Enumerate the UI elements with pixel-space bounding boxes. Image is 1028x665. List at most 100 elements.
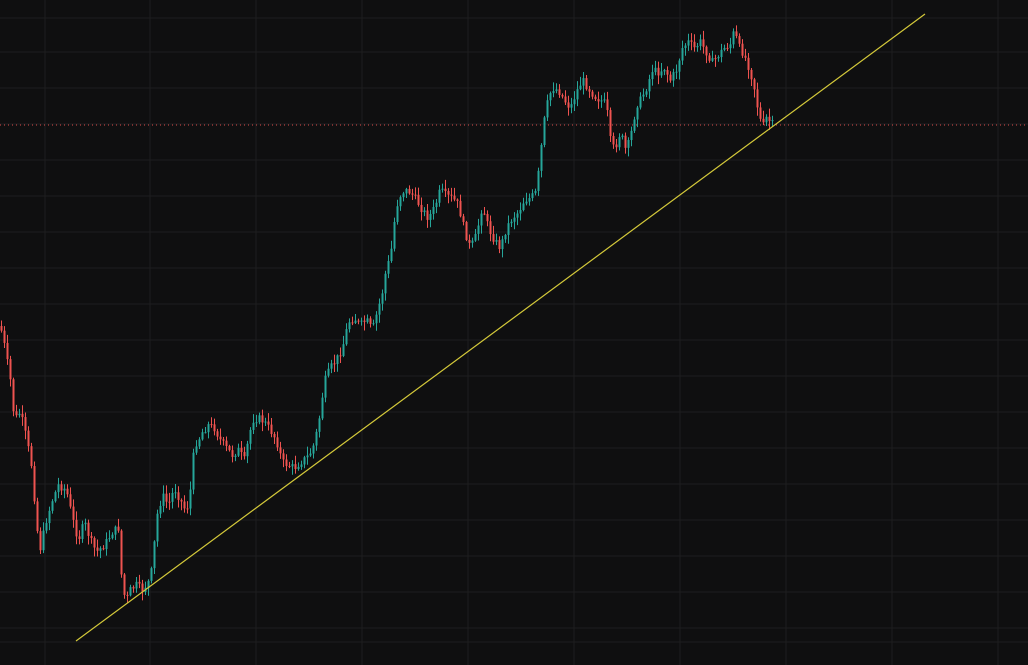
- candle: [48, 506, 51, 531]
- candle: [639, 92, 642, 110]
- candle-body: [18, 413, 21, 416]
- candle-body: [756, 89, 759, 108]
- candle: [573, 91, 576, 111]
- candle: [24, 412, 27, 440]
- candle-body: [729, 44, 732, 49]
- candle-body: [501, 239, 504, 250]
- candle-body: [375, 314, 378, 324]
- candle-body: [402, 193, 405, 198]
- candle: [309, 448, 312, 457]
- candle-body: [297, 466, 300, 470]
- candle-body: [672, 72, 675, 81]
- candle: [120, 529, 123, 578]
- candle-body: [378, 303, 381, 315]
- candle-body: [147, 580, 150, 588]
- candle-body: [168, 501, 171, 503]
- candle-body: [12, 379, 15, 412]
- candle-body: [426, 210, 429, 220]
- candle-body: [585, 78, 588, 90]
- candle: [66, 484, 69, 498]
- candle-body: [717, 57, 720, 59]
- candle: [204, 427, 207, 434]
- candle: [450, 187, 453, 202]
- candle: [684, 43, 687, 56]
- candle-body: [189, 489, 192, 509]
- candle: [411, 188, 414, 201]
- candle: [510, 219, 513, 227]
- candle: [192, 448, 195, 495]
- candle: [417, 187, 420, 207]
- candle: [735, 25, 738, 39]
- candle-body: [612, 136, 615, 145]
- candle: [738, 33, 741, 47]
- candle-body: [228, 446, 231, 451]
- candle-body: [675, 71, 678, 73]
- candle: [537, 167, 540, 196]
- candle-body: [0, 326, 3, 331]
- candle-body: [99, 548, 102, 551]
- candle-body: [663, 70, 666, 72]
- candle: [306, 446, 309, 465]
- candle: [102, 545, 105, 551]
- candle: [258, 412, 261, 425]
- candle: [276, 431, 279, 452]
- candle-body: [3, 330, 6, 343]
- candle: [711, 50, 714, 62]
- candle: [570, 97, 573, 114]
- candle-body: [333, 363, 336, 365]
- candle-body: [552, 91, 555, 94]
- candle-body: [486, 213, 489, 222]
- candle-body: [687, 40, 690, 46]
- candle-body: [84, 522, 87, 525]
- candle: [723, 44, 726, 52]
- candle-body: [75, 519, 78, 537]
- candle-body: [510, 221, 513, 224]
- candle-body: [330, 363, 333, 369]
- candle-body: [657, 67, 660, 76]
- candle: [369, 316, 372, 328]
- candle: [717, 55, 720, 62]
- trendline-segment[interactable]: [75, 13, 926, 642]
- candle: [675, 64, 678, 80]
- candle-body: [564, 96, 567, 103]
- candle: [453, 187, 456, 202]
- candle: [84, 518, 87, 531]
- candle: [198, 437, 201, 450]
- candle-body: [177, 492, 180, 500]
- candle: [372, 319, 375, 326]
- candle: [141, 579, 144, 601]
- candle: [207, 421, 210, 439]
- candle-body: [306, 455, 309, 458]
- candle-body: [462, 216, 465, 222]
- candle-body: [156, 513, 159, 542]
- candle: [441, 183, 444, 193]
- candle: [465, 220, 468, 242]
- trendline[interactable]: [75, 13, 926, 642]
- candle: [390, 240, 393, 263]
- candle: [111, 532, 114, 540]
- candle-body: [747, 57, 750, 70]
- candle-body: [636, 107, 639, 120]
- candle-body: [66, 488, 69, 495]
- candle-body: [186, 508, 189, 510]
- candle: [642, 88, 645, 101]
- candle: [705, 45, 708, 64]
- candle: [138, 574, 141, 589]
- candle: [0, 320, 3, 333]
- candle: [216, 428, 219, 441]
- candle: [21, 405, 24, 426]
- candle-body: [534, 190, 537, 194]
- candle: [657, 61, 660, 85]
- candle-body: [138, 581, 141, 584]
- candle-body: [540, 144, 543, 171]
- candle: [765, 114, 768, 126]
- candle: [687, 33, 690, 51]
- candle-body: [240, 447, 243, 453]
- candle-body: [741, 43, 744, 56]
- candle: [474, 228, 477, 242]
- candle-body: [366, 318, 369, 322]
- candle-body: [609, 110, 612, 137]
- candle-body: [525, 201, 528, 204]
- candle: [759, 102, 762, 122]
